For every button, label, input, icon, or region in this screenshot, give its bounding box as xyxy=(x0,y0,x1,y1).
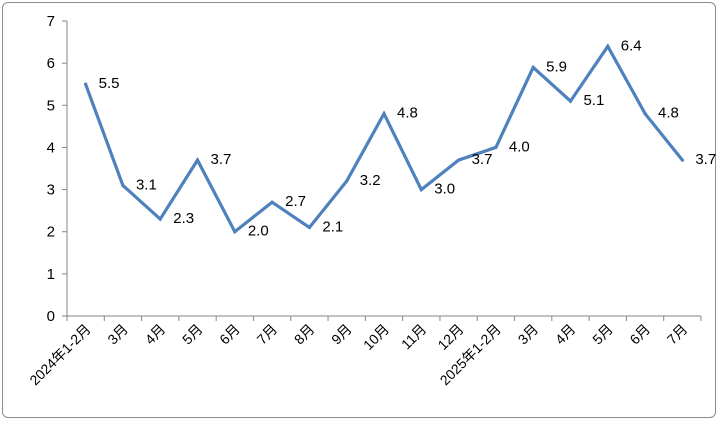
line-chart: 0 1 2 3 4 5 6 7 2024年1-2月 3月 4月 5月 6月 7月 8月 9月 10月 11月 12… xyxy=(26,13,717,388)
data-label: 3.7 xyxy=(211,151,232,168)
data-label: 4.0 xyxy=(509,138,530,155)
data-label: 2.7 xyxy=(285,193,306,210)
data-point xyxy=(680,158,684,162)
data-label: 3.7 xyxy=(472,151,493,168)
data-label: 3.0 xyxy=(434,181,455,198)
x-tick-label: 5月 xyxy=(179,321,206,348)
x-tick-label: 4月 xyxy=(552,321,579,348)
data-point xyxy=(270,200,274,204)
data-label: 2.3 xyxy=(173,210,194,227)
x-tick-label: 4月 xyxy=(142,321,169,348)
data-point xyxy=(456,158,461,162)
data-point xyxy=(233,230,237,234)
data-point xyxy=(84,82,88,86)
y-tick-label: 6 xyxy=(47,55,55,72)
series-line-group xyxy=(83,43,685,235)
y-tick-label: 7 xyxy=(47,13,55,30)
data-label: 3.1 xyxy=(136,176,157,193)
data-point xyxy=(419,187,423,192)
data-point xyxy=(494,145,498,150)
x-tick-label: 7月 xyxy=(664,321,691,348)
x-tick-label: 8月 xyxy=(291,321,318,348)
data-label: 5.1 xyxy=(583,92,604,109)
x-tick-label: 11月 xyxy=(398,321,429,352)
data-point xyxy=(643,112,647,116)
data-point xyxy=(158,217,162,221)
data-point xyxy=(531,65,535,69)
data-label: 3.7 xyxy=(695,151,716,168)
chart-frame: 0 1 2 3 4 5 6 7 2024年1-2月 3月 4月 5月 6月 7月 8月 9月 10月 11月 12… xyxy=(2,2,716,418)
series-line xyxy=(83,43,685,235)
data-label: 4.8 xyxy=(658,105,679,122)
y-axis: 0 1 2 3 4 5 6 7 xyxy=(47,13,68,325)
x-tick-label: 6月 xyxy=(626,321,653,348)
x-axis: 2024年1-2月 3月 4月 5月 6月 7月 8月 9月 10月 11月 12月2025年1-2… xyxy=(26,315,702,388)
data-label: 2.1 xyxy=(322,219,343,236)
data-point xyxy=(307,225,312,230)
y-tick-label: 1 xyxy=(47,266,55,283)
data-label: 3.2 xyxy=(360,172,381,189)
y-tick-label: 0 xyxy=(47,308,55,325)
data-point xyxy=(568,99,573,103)
data-label: 2.0 xyxy=(248,223,269,240)
x-tick-label: 12月 xyxy=(434,321,466,353)
data-point xyxy=(382,112,386,116)
y-tick-label: 3 xyxy=(47,182,55,199)
data-point xyxy=(606,44,610,48)
data-label: 5.5 xyxy=(99,75,120,92)
x-tick-label: 9月 xyxy=(328,321,355,348)
data-labels: 5.5 3.1 2.3 3.7 2.0 2.7 2.1 3.2 4.8 3.0 3.7 4.0 5.9 5… xyxy=(99,37,717,239)
x-tick-label: 3月 xyxy=(104,321,131,348)
data-label: 5.9 xyxy=(546,58,567,75)
y-tick-label: 5 xyxy=(47,97,55,114)
x-tick-label: 2024年1-2月 xyxy=(26,321,93,388)
data-point xyxy=(195,158,200,162)
x-tick-label: 3月 xyxy=(515,321,542,348)
x-tick-label: 6月 xyxy=(216,321,243,348)
data-label: 6.4 xyxy=(621,37,642,54)
x-tick-label: 5月 xyxy=(589,321,616,348)
data-point xyxy=(345,179,349,183)
y-tick-label: 4 xyxy=(47,139,55,156)
x-tick-label: 7月 xyxy=(254,321,281,348)
y-tick-label: 2 xyxy=(47,224,55,241)
x-tick-label: 10月 xyxy=(360,321,392,353)
data-label: 4.8 xyxy=(397,105,418,122)
data-point xyxy=(121,183,125,187)
